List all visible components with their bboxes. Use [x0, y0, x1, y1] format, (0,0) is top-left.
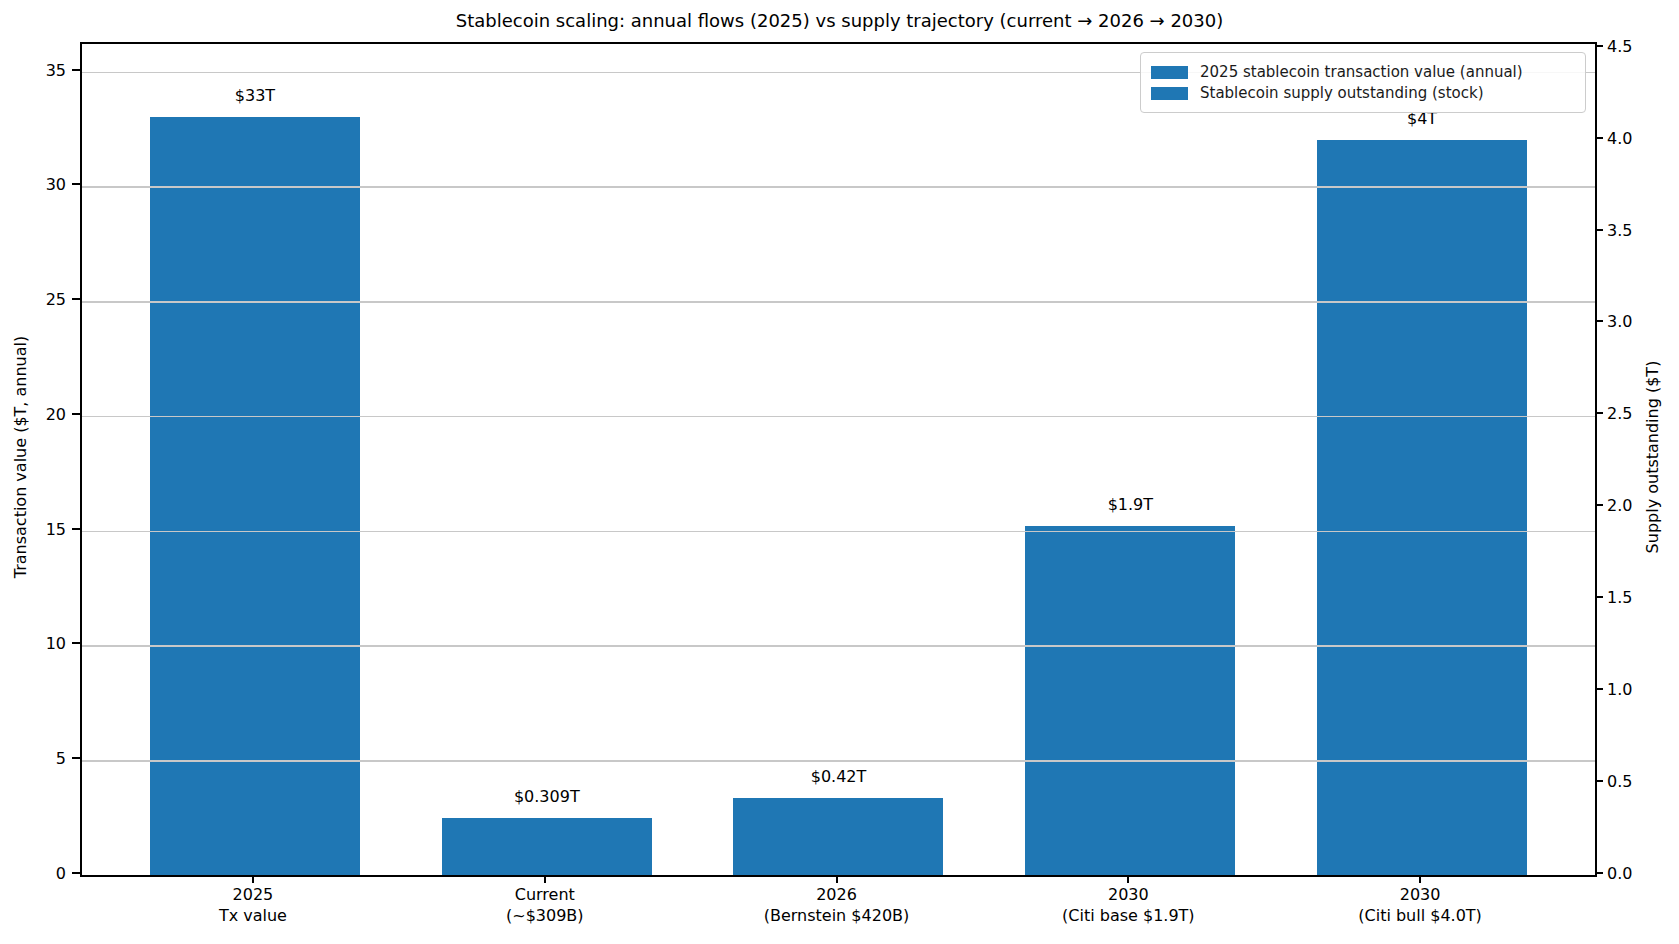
x-tick-label: 2030(Citi base $1.9T): [1062, 884, 1195, 926]
left-tick-mark: [72, 183, 80, 185]
x-tick-label-line2: (~$309B): [506, 905, 584, 926]
bar: [1317, 140, 1527, 875]
right-tick-label: 2.0: [1607, 496, 1632, 515]
x-tick-label-line2: Tx value: [219, 905, 287, 926]
right-tick-mark: [1595, 45, 1603, 47]
left-tick-label: 0: [0, 864, 66, 883]
right-tick-label: 3.0: [1607, 312, 1632, 331]
x-tick-mark: [1419, 875, 1421, 883]
x-tick-label: 2030(Citi bull $4.0T): [1358, 884, 1482, 926]
x-tick-label: 2026(Bernstein $420B): [764, 884, 910, 926]
x-tick-label-line1: 2025: [219, 884, 287, 905]
x-tick-label-line2: (Bernstein $420B): [764, 905, 910, 926]
right-tick-mark: [1595, 229, 1603, 231]
right-tick-label: 0.0: [1607, 864, 1632, 883]
bar-annotation: $0.309T: [514, 787, 580, 806]
right-tick-label: 2.5: [1607, 404, 1632, 423]
right-tick-mark: [1595, 137, 1603, 139]
gridline: [82, 416, 1595, 418]
x-tick-label-line2: (Citi base $1.9T): [1062, 905, 1195, 926]
left-tick-mark: [72, 69, 80, 71]
right-tick-label: 4.5: [1607, 36, 1632, 55]
left-axis-title: Transaction value ($T, annual): [11, 336, 30, 579]
left-tick-mark: [72, 413, 80, 415]
left-tick-label: 5: [0, 749, 66, 768]
x-tick-mark: [1127, 875, 1129, 883]
right-tick-mark: [1595, 872, 1603, 874]
x-tick-label-line1: 2030: [1358, 884, 1482, 905]
x-tick-mark: [836, 875, 838, 883]
gridline: [82, 531, 1595, 533]
left-tick-label: 10: [0, 634, 66, 653]
chart-figure: Stablecoin scaling: annual flows (2025) …: [0, 0, 1679, 944]
right-tick-label: 0.5: [1607, 772, 1632, 791]
left-tick-mark: [72, 642, 80, 644]
right-tick-mark: [1595, 596, 1603, 598]
left-tick-mark: [72, 872, 80, 874]
legend-entry: Stablecoin supply outstanding (stock): [1151, 84, 1575, 102]
x-tick-label-line1: 2026: [764, 884, 910, 905]
left-tick-label: 30: [0, 175, 66, 194]
right-tick-mark: [1595, 780, 1603, 782]
left-tick-label: 35: [0, 60, 66, 79]
x-tick-mark: [252, 875, 254, 883]
legend-entry-label: 2025 stablecoin transaction value (annua…: [1200, 63, 1523, 81]
right-tick-mark: [1595, 320, 1603, 322]
plot-area: $33T$0.309T$0.42T$1.9T$4T: [80, 42, 1597, 877]
x-tick-label: 2025Tx value: [219, 884, 287, 926]
left-tick-mark: [72, 757, 80, 759]
x-tick-label-line1: Current: [506, 884, 584, 905]
right-tick-label: 4.0: [1607, 128, 1632, 147]
bar: [442, 818, 652, 875]
legend: 2025 stablecoin transaction value (annua…: [1140, 52, 1586, 113]
chart-title: Stablecoin scaling: annual flows (2025) …: [456, 10, 1223, 31]
legend-entry-label: Stablecoin supply outstanding (stock): [1200, 84, 1484, 102]
right-axis-title: Supply outstanding ($T): [1643, 361, 1662, 554]
bar-annotation: $0.42T: [811, 767, 867, 786]
x-tick-mark: [544, 875, 546, 883]
legend-rows: 2025 stablecoin transaction value (annua…: [1151, 63, 1575, 102]
right-tick-label: 3.5: [1607, 220, 1632, 239]
legend-swatch: [1151, 66, 1188, 79]
right-tick-mark: [1595, 412, 1603, 414]
x-tick-label-line1: 2030: [1062, 884, 1195, 905]
right-tick-mark: [1595, 688, 1603, 690]
left-tick-label: 25: [0, 290, 66, 309]
bar-annotation: $33T: [235, 86, 275, 105]
gridline: [82, 760, 1595, 762]
right-tick-mark: [1595, 504, 1603, 506]
right-tick-label: 1.0: [1607, 680, 1632, 699]
gridline: [82, 645, 1595, 647]
left-tick-mark: [72, 528, 80, 530]
bar: [1025, 526, 1235, 875]
legend-entry: 2025 stablecoin transaction value (annua…: [1151, 63, 1575, 81]
x-tick-label: Current(~$309B): [506, 884, 584, 926]
right-tick-label: 1.5: [1607, 588, 1632, 607]
left-tick-mark: [72, 298, 80, 300]
legend-swatch: [1151, 87, 1188, 100]
x-tick-label-line2: (Citi bull $4.0T): [1358, 905, 1482, 926]
bar: [733, 798, 943, 875]
gridline: [82, 186, 1595, 188]
gridline: [82, 301, 1595, 303]
bar-annotation: $1.9T: [1108, 495, 1153, 514]
